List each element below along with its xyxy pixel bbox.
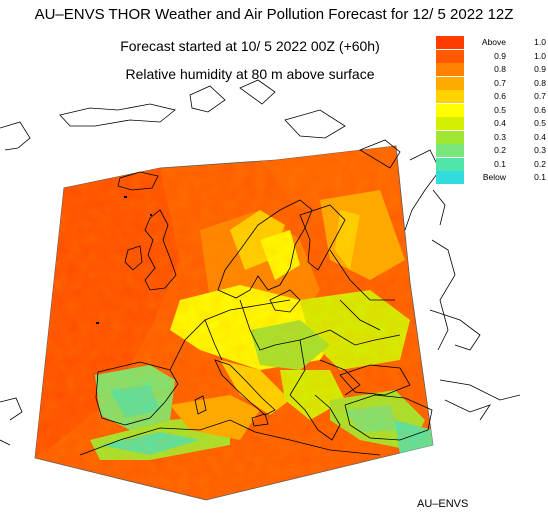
legend-hi: 0.8 xyxy=(534,77,546,88)
legend-lo: Below xyxy=(482,172,506,182)
legend-item: 0.9 1.0 xyxy=(436,49,548,64)
legend-hi: 0.7 xyxy=(534,91,546,101)
legend-swatch xyxy=(436,36,464,49)
legend-item: 0.8 0.9 xyxy=(436,63,548,77)
credit-label: AU–ENVS xyxy=(417,498,469,510)
legend-item: 0.4 0.5 xyxy=(436,117,548,131)
legend-lo: 0.6 xyxy=(494,91,506,101)
legend-swatch xyxy=(436,130,464,144)
legend-swatch xyxy=(436,171,464,184)
legend-lo: 0.5 xyxy=(494,104,506,115)
legend-item: 0.3 0.4 xyxy=(436,130,548,145)
variable-text: Relative humidity at 80 m above surface xyxy=(125,66,375,82)
legend-item: 0.6 0.7 xyxy=(436,90,548,104)
field-markers xyxy=(96,196,152,324)
legend-hi: 0.9 xyxy=(534,64,546,74)
legend-item: 0.7 0.8 xyxy=(436,76,548,91)
legend-swatch xyxy=(436,117,464,130)
legend-hi: 0.4 xyxy=(534,131,546,142)
legend-swatch xyxy=(436,76,464,90)
legend-lo: 0.7 xyxy=(494,77,506,88)
legend-hi: 1.0 xyxy=(534,50,546,61)
legend: Above 1.0 0.9 1.0 0.8 0.9 0.7 0.8 0.6 0.7 0.5… xyxy=(436,36,548,185)
legend-item: 0.2 0.3 xyxy=(436,144,548,158)
humidity-field xyxy=(35,146,433,500)
legend-item: Above 1.0 xyxy=(436,36,548,50)
legend-swatch xyxy=(436,144,464,157)
legend-lo: 0.8 xyxy=(494,64,506,74)
legend-hi: 0.6 xyxy=(534,104,546,115)
legend-item: Below 0.1 xyxy=(436,171,548,185)
legend-item: 0.5 0.6 xyxy=(436,103,548,118)
legend-hi: 0.1 xyxy=(534,172,546,182)
legend-lo: 0.1 xyxy=(494,158,506,169)
legend-lo: Above xyxy=(481,37,506,47)
legend-hi: 1.0 xyxy=(534,37,546,47)
legend-lo: 0.9 xyxy=(494,50,506,61)
legend-lo: 0.4 xyxy=(494,118,506,128)
map-title: AU–ENVS THOR Weather and Air Pollution F… xyxy=(34,6,514,23)
legend-swatch xyxy=(436,157,464,171)
legend-swatch xyxy=(436,90,464,103)
legend-lo: 0.2 xyxy=(494,145,506,155)
legend-hi: 0.5 xyxy=(534,118,546,128)
forecast-start-text: Forecast started at 10/ 5 2022 00Z (+60h… xyxy=(120,38,380,54)
legend-hi: 0.3 xyxy=(534,145,546,155)
legend-swatch xyxy=(436,63,464,76)
legend-lo: 0.3 xyxy=(494,131,506,142)
legend-swatch xyxy=(436,49,464,63)
legend-swatch xyxy=(436,103,464,117)
legend-hi: 0.2 xyxy=(534,158,546,169)
legend-item: 0.1 0.2 xyxy=(436,157,548,172)
coastlines xyxy=(0,79,521,456)
